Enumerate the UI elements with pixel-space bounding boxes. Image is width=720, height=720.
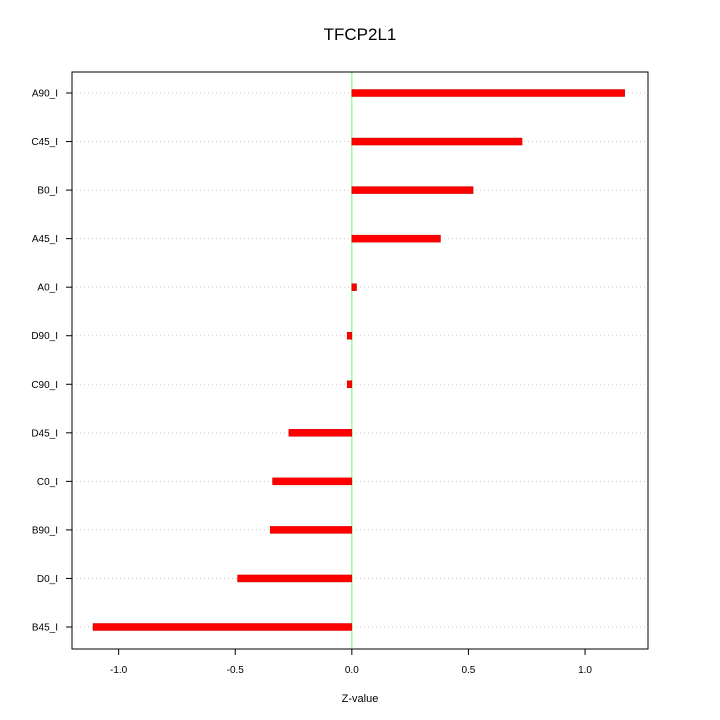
grid-lines: [72, 92, 648, 628]
x-axis-title: Z-value: [342, 693, 379, 705]
y-axis: A90_I C45_I B0_I A45_I A0_I D90_I C90_I D45_I C0…: [31, 89, 72, 634]
y-tick-label: A45_I: [32, 234, 58, 245]
x-axis: -1.0 -0.5 0.0 0.5 1.0: [110, 649, 592, 676]
y-tick-label: B45_I: [32, 623, 58, 634]
y-tick-label: A90_I: [32, 89, 58, 100]
y-tick-label: C90_I: [31, 380, 58, 391]
bar: [346, 331, 353, 340]
chart-title: TFCP2L1: [324, 25, 397, 44]
y-tick-label: B90_I: [32, 525, 58, 536]
bar: [351, 137, 523, 146]
plot-frame: [71, 71, 649, 650]
x-tick-label: 0.0: [345, 665, 359, 676]
y-tick-label: D45_I: [31, 428, 58, 439]
y-tick-label: D90_I: [31, 331, 58, 342]
bar: [351, 89, 625, 97]
bar: [351, 283, 357, 291]
y-tick-label: C0_I: [37, 477, 58, 488]
x-tick-label: 0.5: [461, 665, 475, 676]
x-tick-label: -1.0: [110, 665, 128, 676]
bar: [269, 526, 353, 534]
x-tick-label: -0.5: [227, 665, 245, 676]
bar: [351, 186, 474, 194]
x-tick-label: 1.0: [578, 665, 592, 676]
y-tick-label: D0_I: [37, 574, 58, 585]
y-tick-label: C45_I: [31, 137, 58, 148]
bar: [288, 429, 353, 437]
bars: [92, 89, 625, 631]
bar: [346, 380, 353, 389]
bar: [351, 234, 441, 243]
y-tick-label: B0_I: [37, 186, 58, 197]
bar: [272, 477, 353, 486]
y-tick-label: A0_I: [37, 283, 58, 294]
bar: [237, 574, 353, 583]
bar: [92, 623, 353, 631]
